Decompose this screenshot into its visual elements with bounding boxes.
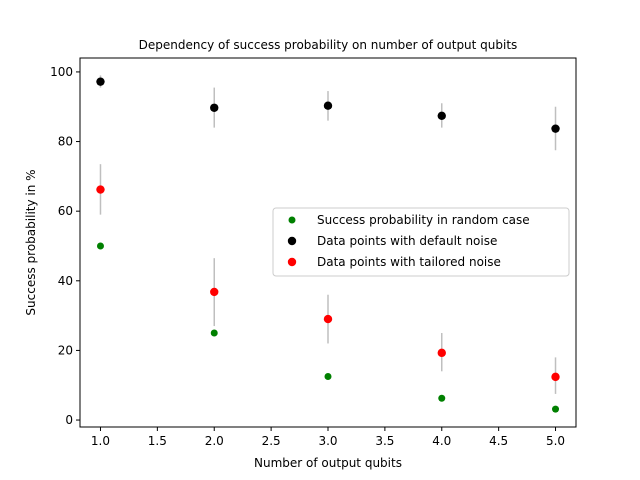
- legend-label: Data points with default noise: [317, 234, 497, 248]
- data-point-series-1: [96, 77, 105, 86]
- x-tick-label: 2.5: [262, 434, 281, 448]
- y-axis-label: Success probability in %: [24, 169, 38, 315]
- x-tick-label: 5.0: [546, 434, 565, 448]
- legend-marker: [287, 257, 297, 267]
- data-point-series-2: [210, 287, 219, 297]
- data-point-series-1: [210, 103, 219, 112]
- y-tick-label: 40: [58, 274, 73, 288]
- data-point-series-0: [96, 242, 104, 250]
- data-point-series-0: [552, 405, 560, 413]
- y-tick-label: 80: [58, 135, 73, 149]
- x-tick-label: 1.5: [148, 434, 167, 448]
- markers: [96, 77, 560, 413]
- data-point-series-0: [324, 373, 332, 381]
- data-point-series-0: [210, 329, 218, 337]
- x-tick-label: 2.0: [205, 434, 224, 448]
- x-tick-label: 3.0: [318, 434, 337, 448]
- x-axis: 1.0 1.5 2.0 2.5 3.0 3.5 4.0 4.5 5.0: [91, 427, 565, 448]
- data-point-series-0: [438, 394, 446, 402]
- x-tick-label: 1.0: [91, 434, 110, 448]
- data-point-series-2: [323, 314, 333, 324]
- y-tick-label: 60: [58, 204, 73, 218]
- data-point-series-2: [437, 348, 446, 358]
- legend-marker: [288, 216, 296, 224]
- y-tick-label: 0: [65, 413, 73, 427]
- legend-marker: [287, 236, 297, 246]
- legend: Success probability in random case Data p…: [272, 207, 570, 277]
- legend-box: [272, 207, 570, 277]
- y-tick-label: 100: [50, 65, 73, 79]
- legend-label: Data points with tailored noise: [317, 255, 501, 269]
- legend-label: Success probability in random case: [317, 213, 530, 227]
- y-tick-label: 20: [58, 343, 73, 357]
- x-tick-label: 4.0: [432, 434, 451, 448]
- data-point-series-2: [551, 372, 560, 382]
- data-point-series-1: [323, 101, 333, 110]
- x-axis-label: Number of output qubits: [254, 456, 402, 470]
- data-point-series-1: [551, 124, 560, 133]
- y-axis: 0 20 40 60 80 100: [50, 65, 80, 427]
- x-tick-label: 4.5: [489, 434, 508, 448]
- chart-title: Dependency of success probability on num…: [139, 38, 518, 52]
- data-point-series-1: [437, 111, 446, 120]
- x-tick-label: 3.5: [375, 434, 394, 448]
- data-point-series-2: [96, 185, 105, 194]
